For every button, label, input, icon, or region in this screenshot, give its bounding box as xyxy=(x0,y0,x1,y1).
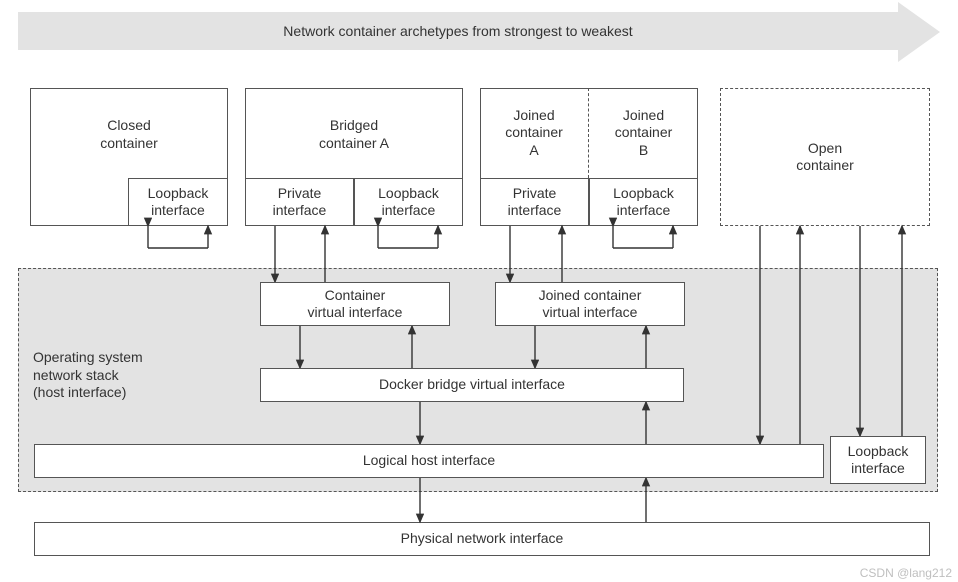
banner-arrow-body: Network container archetypes from strong… xyxy=(18,12,898,50)
banner-arrow-head xyxy=(898,2,940,62)
open-container-label: Open container xyxy=(796,140,854,175)
bridged-private-interface: Private interface xyxy=(245,178,354,226)
joined-virtual-interface: Joined container virtual interface xyxy=(495,282,685,326)
physical-network-interface: Physical network interface xyxy=(34,522,930,556)
docker-bridge-interface: Docker bridge virtual interface xyxy=(260,368,684,402)
diagram-canvas: Network container archetypes from strong… xyxy=(0,0,958,582)
os-loopback-interface: Loopback interface xyxy=(830,436,926,484)
container-virtual-interface: Container virtual interface xyxy=(260,282,450,326)
joined-container-b: Joined container B xyxy=(589,88,698,178)
logical-host-interface: Logical host interface xyxy=(34,444,824,478)
banner-label: Network container archetypes from strong… xyxy=(283,23,632,39)
joined-container-a: Joined container A xyxy=(480,88,589,178)
joined-private-interface: Private interface xyxy=(480,178,589,226)
joined-loopback-interface: Loopback interface xyxy=(589,178,698,226)
closed-loopback-interface: Loopback interface xyxy=(128,178,228,226)
watermark: CSDN @lang212 xyxy=(860,566,952,580)
open-container: Open container xyxy=(720,88,930,226)
bridged-loopback-interface: Loopback interface xyxy=(354,178,463,226)
closed-container-label: Closed container xyxy=(100,117,158,152)
os-stack-label: Operating system network stack (host int… xyxy=(33,349,143,402)
bridged-container-label: Bridged container A xyxy=(319,117,389,152)
